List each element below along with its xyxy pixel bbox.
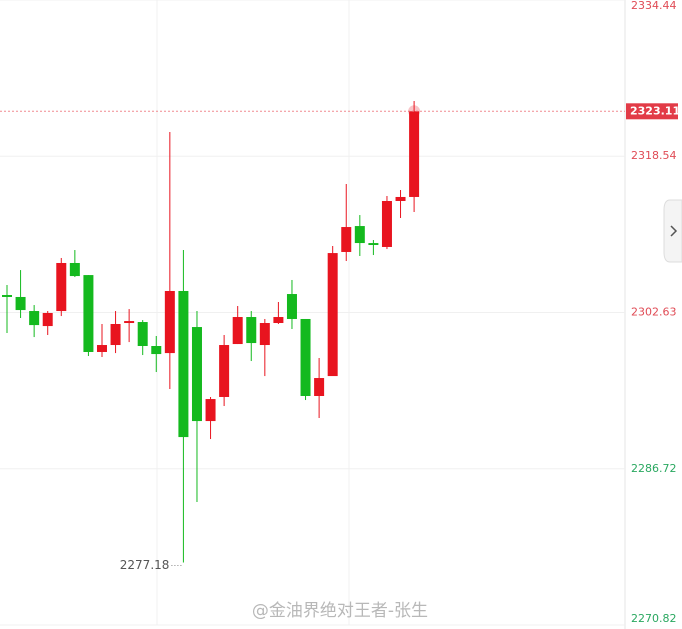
candle-body [300,318,311,397]
candle-body [151,345,162,355]
candle-body [273,317,284,324]
candle-body [178,290,189,438]
y-tick-label: 2318.54 [631,149,677,162]
watermark: @金油界绝对王者-张生 [252,601,428,621]
candle-body [56,262,67,312]
candle-body [69,262,80,277]
y-tick-label: 2334.44 [631,0,677,12]
candle-body [42,312,53,327]
y-tick-label: 2302.63 [631,306,677,319]
candle-body [354,226,365,244]
candle-body [314,378,325,397]
side-button-bg[interactable] [663,199,682,263]
candle-body [381,200,392,247]
candle-body [83,275,94,352]
last-price-box [626,103,678,120]
last-price-glow [408,105,421,118]
candle-body [96,345,107,352]
candle-body [29,311,40,326]
candle-body [15,296,26,311]
candle-body [259,323,270,346]
candle-body [124,321,135,324]
candle-body [219,345,230,397]
candle-body [205,399,216,422]
y-tick-label: 2286.72 [631,462,677,475]
candle-body [368,243,379,246]
candle-body [286,294,297,319]
candle-body [246,317,257,344]
candle-body [395,196,406,201]
candle-body [110,323,121,346]
candle-body [327,253,338,377]
min-label: 2277.18 [120,558,170,572]
candle-body [137,322,148,346]
candle-body [409,111,420,197]
candle-body [2,295,12,297]
candle-body [191,327,202,422]
candle-body [164,290,175,354]
candle-body [232,317,243,345]
y-tick-label: 2270.82 [631,612,677,625]
side-button[interactable] [663,199,682,263]
candle-body [341,227,352,252]
last-price-label: 2323.11 [630,104,680,117]
arrow-icon[interactable] [670,225,678,237]
